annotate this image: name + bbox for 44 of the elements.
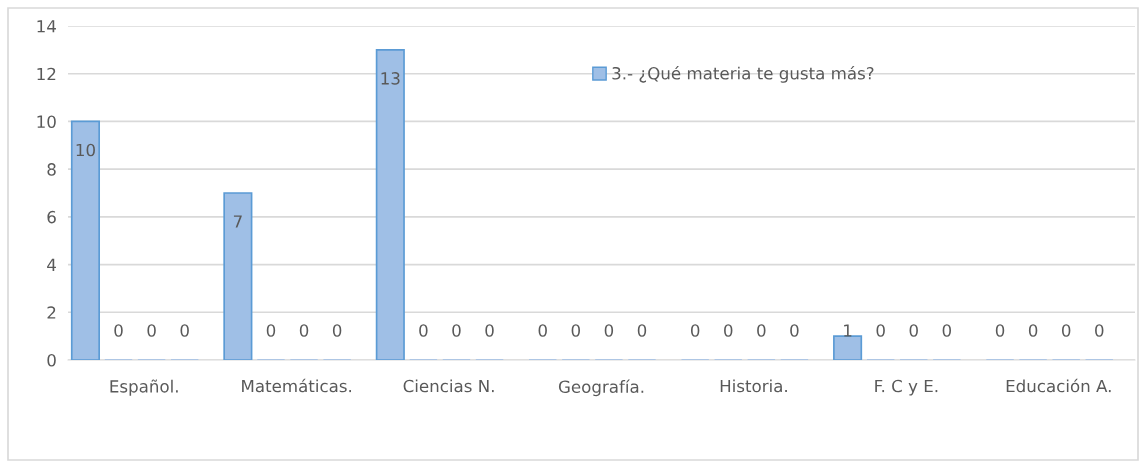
- data-label: 0: [538, 324, 547, 337]
- data-label: 0: [114, 324, 123, 337]
- x-tick-label: Ciencias N.: [403, 379, 494, 393]
- data-label: 7: [233, 215, 242, 228]
- data-label: 0: [942, 324, 952, 337]
- data-label: 0: [1028, 324, 1038, 337]
- data-label: 0: [180, 324, 189, 337]
- data-label: 0: [995, 324, 1005, 337]
- data-label: 0: [571, 324, 581, 337]
- data-label: 0: [790, 324, 799, 337]
- data-label: 0: [299, 324, 309, 337]
- data-label: 0: [147, 324, 156, 337]
- data-label: 0: [909, 324, 918, 337]
- data-label: 0: [724, 324, 733, 337]
- data-label: 0: [485, 324, 494, 337]
- y-tick-label: 8: [47, 163, 56, 176]
- data-label: 0: [332, 324, 342, 337]
- x-tick-label: Español.: [110, 379, 178, 396]
- data-label: 0: [419, 324, 428, 337]
- data-label: 0: [452, 324, 461, 337]
- x-tick-label: F. C y E.: [875, 379, 938, 396]
- y-tick-label: 2: [47, 306, 56, 319]
- data-label: 0: [604, 324, 614, 337]
- data-label: 0: [876, 324, 885, 337]
- data-label: 0: [266, 324, 276, 337]
- data-label: 0: [1095, 324, 1104, 337]
- data-label: 0: [757, 324, 766, 337]
- y-tick-label: 10: [37, 115, 56, 128]
- x-tick-label: Historia.: [720, 379, 787, 393]
- legend-label: 3.- ¿Qué materia te gusta más?: [612, 66, 874, 83]
- y-tick-label: 6: [47, 210, 56, 224]
- y-tick-label: 14: [37, 20, 56, 33]
- y-tick-label: 4: [47, 258, 56, 271]
- y-tick-label: 0: [47, 353, 56, 367]
- x-tick-label: Geografía.: [558, 379, 644, 397]
- data-label: 0: [637, 324, 647, 337]
- x-tick-label: Matemáticas.: [242, 378, 352, 393]
- data-label: 10: [76, 143, 95, 157]
- x-tick-label: Educación A.: [1006, 378, 1111, 393]
- data-label: 0: [690, 324, 700, 337]
- data-label: 1: [844, 324, 852, 337]
- data-label: 0: [1061, 324, 1071, 337]
- data-label: 13: [381, 72, 400, 85]
- y-tick-label: 12: [37, 67, 56, 81]
